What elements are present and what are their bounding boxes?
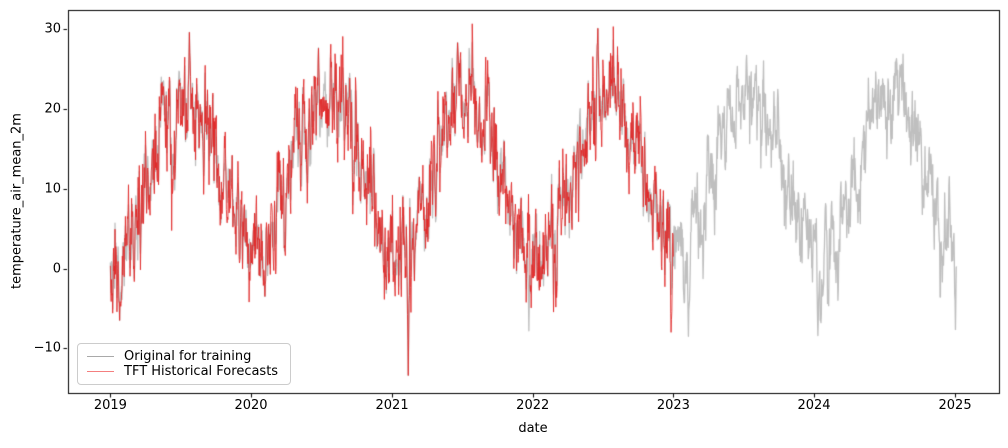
x-tick-label: 2025	[938, 398, 972, 413]
legend-label-original: Original for training	[124, 349, 252, 364]
x-tick-label: 2019	[93, 398, 127, 413]
x-tick-label: 2024	[797, 398, 831, 413]
x-tick-label: 2022	[516, 398, 550, 413]
y-tick-label: 10	[44, 181, 61, 197]
x-tick-label: 2023	[656, 398, 690, 413]
red-line-swatch	[87, 371, 114, 372]
legend-entry-forecast: TFT Historical Forecasts	[87, 364, 281, 379]
y-tick-label: 20	[44, 101, 61, 117]
y-tick-label: −10	[33, 340, 61, 356]
gray-line-swatch	[87, 356, 114, 357]
x-tick-label: 2021	[375, 398, 409, 413]
legend: Original for training TFT Historical For…	[77, 343, 291, 385]
legend-label-forecast: TFT Historical Forecasts	[124, 364, 279, 379]
y-tick-label: 30	[44, 21, 61, 37]
legend-entry-original: Original for training	[87, 349, 281, 364]
y-tick-label: 0	[52, 261, 61, 277]
x-axis-label: date	[518, 421, 548, 436]
x-tick-label: 2020	[234, 398, 268, 413]
